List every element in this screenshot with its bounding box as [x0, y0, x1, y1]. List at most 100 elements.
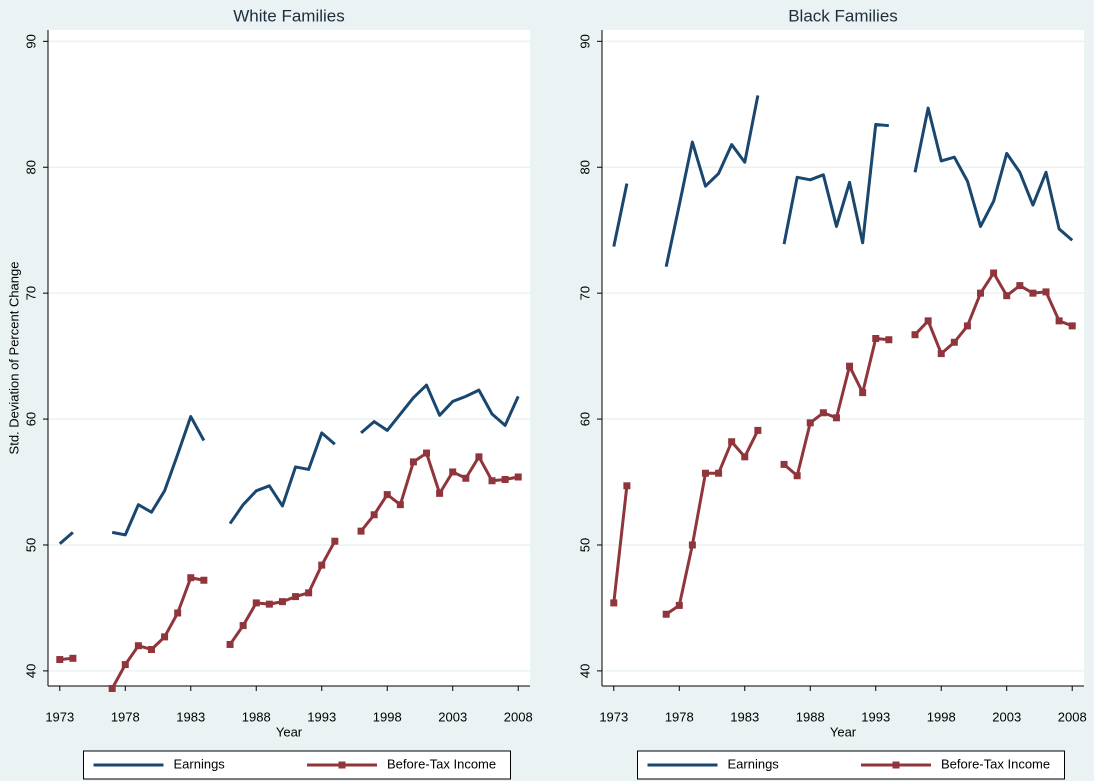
data-point — [977, 289, 985, 297]
data-point — [292, 593, 300, 601]
x-tick-label: 1988 — [242, 709, 271, 724]
y-tick-label: 60 — [23, 412, 38, 426]
data-point — [449, 468, 457, 476]
data-point — [147, 645, 155, 653]
data-point — [688, 541, 696, 549]
data-point — [174, 609, 182, 617]
y-tick-label: 50 — [23, 538, 38, 552]
data-point — [715, 469, 723, 477]
legend-label: Earnings — [174, 756, 226, 771]
data-point — [754, 426, 762, 434]
data-point — [806, 419, 814, 427]
legend-marker — [892, 761, 900, 769]
x-tick-label: 1988 — [796, 709, 825, 724]
x-tick-label: 1978 — [665, 709, 694, 724]
data-point — [370, 511, 378, 519]
data-point — [239, 622, 247, 630]
x-axis-label: Year — [276, 724, 303, 739]
x-tick-label: 1978 — [111, 709, 140, 724]
data-point — [885, 336, 893, 344]
x-tick-label: 1993 — [307, 709, 336, 724]
y-tick-label: 90 — [577, 34, 592, 48]
y-tick-label: 70 — [577, 286, 592, 300]
data-point — [161, 633, 169, 641]
data-point — [1042, 288, 1050, 296]
data-point — [436, 489, 444, 497]
data-point — [911, 331, 919, 339]
x-tick-label: 1983 — [730, 709, 759, 724]
data-point — [121, 661, 129, 669]
series-line — [59, 451, 519, 690]
data-point — [963, 322, 971, 330]
data-point — [331, 537, 339, 545]
data-point — [396, 501, 404, 509]
data-point — [357, 527, 365, 535]
data-point — [701, 469, 709, 477]
data-point — [514, 473, 522, 481]
data-point — [265, 600, 273, 608]
data-point — [662, 610, 670, 618]
chart-title: Black Families — [788, 6, 898, 25]
data-point — [501, 476, 509, 484]
plot-area — [48, 30, 530, 686]
y-tick-label: 80 — [577, 160, 592, 174]
y-tick-label: 80 — [23, 160, 38, 174]
data-point — [69, 654, 77, 662]
data-point — [950, 338, 958, 346]
data-point — [1068, 322, 1076, 330]
data-point — [252, 599, 260, 607]
x-tick-label: 1993 — [861, 709, 890, 724]
data-point — [675, 601, 683, 609]
series-line — [58, 383, 520, 545]
data-point — [56, 656, 64, 664]
data-point — [475, 453, 483, 461]
y-tick-label: 50 — [577, 538, 592, 552]
y-tick-label: 40 — [23, 664, 38, 678]
data-point — [305, 589, 313, 597]
data-point — [623, 482, 631, 490]
data-point — [200, 576, 208, 584]
x-tick-label: 1983 — [176, 709, 205, 724]
data-point — [1029, 289, 1037, 297]
data-point — [1055, 317, 1063, 325]
data-point — [859, 389, 867, 397]
data-point — [409, 458, 417, 466]
legend-marker — [338, 761, 346, 769]
x-tick-label: 2003 — [438, 709, 467, 724]
data-point — [488, 477, 496, 485]
y-tick-label: 60 — [577, 412, 592, 426]
x-tick-label: 2008 — [1058, 709, 1087, 724]
data-point — [462, 474, 470, 482]
data-point — [937, 350, 945, 358]
series-line — [612, 95, 1074, 268]
y-tick-label: 90 — [23, 34, 38, 48]
legend-label: Earnings — [728, 756, 780, 771]
x-tick-label: 1998 — [927, 709, 956, 724]
data-point — [819, 409, 827, 417]
x-tick-label: 2008 — [504, 709, 533, 724]
data-point — [832, 414, 840, 422]
legend-label: Before-Tax Income — [387, 756, 496, 771]
series-line — [612, 271, 1073, 616]
data-point — [728, 438, 736, 446]
data-point — [108, 685, 116, 693]
data-point — [1016, 282, 1024, 290]
data-point — [383, 491, 391, 499]
data-point — [780, 460, 788, 468]
x-tick-label: 2003 — [992, 709, 1021, 724]
data-point — [741, 453, 749, 461]
y-tick-label: 40 — [577, 664, 592, 678]
chart-title: White Families — [233, 6, 344, 25]
data-point — [990, 269, 998, 277]
data-point — [187, 574, 195, 582]
data-point — [278, 598, 286, 606]
plot-area — [602, 30, 1084, 686]
data-point — [423, 449, 431, 457]
x-tick-label: 1973 — [45, 709, 74, 724]
data-point — [134, 642, 142, 650]
data-point — [846, 362, 854, 370]
y-tick-label: 70 — [23, 286, 38, 300]
data-point — [1003, 292, 1011, 300]
x-tick-label: 1973 — [599, 709, 628, 724]
